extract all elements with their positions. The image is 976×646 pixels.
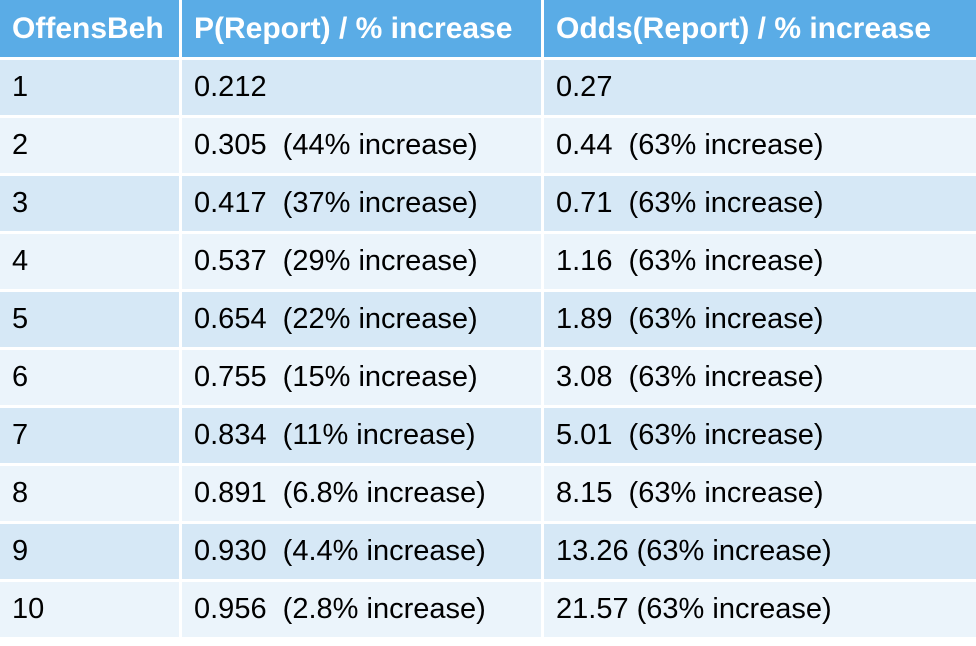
table-row: 10 0.956 (2.8% increase) 21.57 (63% incr… <box>0 582 976 637</box>
cell-offensbeh: 5 <box>0 292 179 347</box>
cell-p-report: 0.654 (22% increase) <box>182 292 541 347</box>
table-row: 2 0.305 (44% increase) 0.44 (63% increas… <box>0 118 976 173</box>
cell-p-report: 0.891 (6.8% increase) <box>182 466 541 521</box>
cell-odds-report: 5.01 (63% increase) <box>544 408 976 463</box>
cell-offensbeh: 7 <box>0 408 179 463</box>
cell-p-report: 0.212 <box>182 60 541 115</box>
cell-offensbeh: 3 <box>0 176 179 231</box>
cell-odds-report: 8.15 (63% increase) <box>544 466 976 521</box>
cell-offensbeh: 1 <box>0 60 179 115</box>
cell-p-report: 0.956 (2.8% increase) <box>182 582 541 637</box>
cell-offensbeh: 6 <box>0 350 179 405</box>
table-row: 3 0.417 (37% increase) 0.71 (63% increas… <box>0 176 976 231</box>
cell-offensbeh: 4 <box>0 234 179 289</box>
column-header-odds-report: Odds(Report) / % increase <box>544 0 976 57</box>
cell-odds-report: 0.27 <box>544 60 976 115</box>
column-header-offensbeh: OffensBeh <box>0 0 179 57</box>
table-row: 4 0.537 (29% increase) 1.16 (63% increas… <box>0 234 976 289</box>
cell-offensbeh: 10 <box>0 582 179 637</box>
cell-odds-report: 1.89 (63% increase) <box>544 292 976 347</box>
cell-odds-report: 13.26 (63% increase) <box>544 524 976 579</box>
cell-offensbeh: 2 <box>0 118 179 173</box>
cell-odds-report: 0.71 (63% increase) <box>544 176 976 231</box>
column-header-p-report: P(Report) / % increase <box>182 0 541 57</box>
table-row: 6 0.755 (15% increase) 3.08 (63% increas… <box>0 350 976 405</box>
cell-offensbeh: 9 <box>0 524 179 579</box>
cell-p-report: 0.755 (15% increase) <box>182 350 541 405</box>
table-row: 9 0.930 (4.4% increase) 13.26 (63% incre… <box>0 524 976 579</box>
table-row: 8 0.891 (6.8% increase) 8.15 (63% increa… <box>0 466 976 521</box>
table-row: 7 0.834 (11% increase) 5.01 (63% increas… <box>0 408 976 463</box>
cell-p-report: 0.305 (44% increase) <box>182 118 541 173</box>
table-row: 1 0.212 0.27 <box>0 60 976 115</box>
cell-odds-report: 3.08 (63% increase) <box>544 350 976 405</box>
table-row: 5 0.654 (22% increase) 1.89 (63% increas… <box>0 292 976 347</box>
cell-p-report: 0.417 (37% increase) <box>182 176 541 231</box>
cell-offensbeh: 8 <box>0 466 179 521</box>
cell-p-report: 0.834 (11% increase) <box>182 408 541 463</box>
cell-p-report: 0.537 (29% increase) <box>182 234 541 289</box>
cell-odds-report: 0.44 (63% increase) <box>544 118 976 173</box>
cell-odds-report: 1.16 (63% increase) <box>544 234 976 289</box>
table-header-row: OffensBeh P(Report) / % increase Odds(Re… <box>0 0 976 57</box>
cell-odds-report: 21.57 (63% increase) <box>544 582 976 637</box>
cell-p-report: 0.930 (4.4% increase) <box>182 524 541 579</box>
